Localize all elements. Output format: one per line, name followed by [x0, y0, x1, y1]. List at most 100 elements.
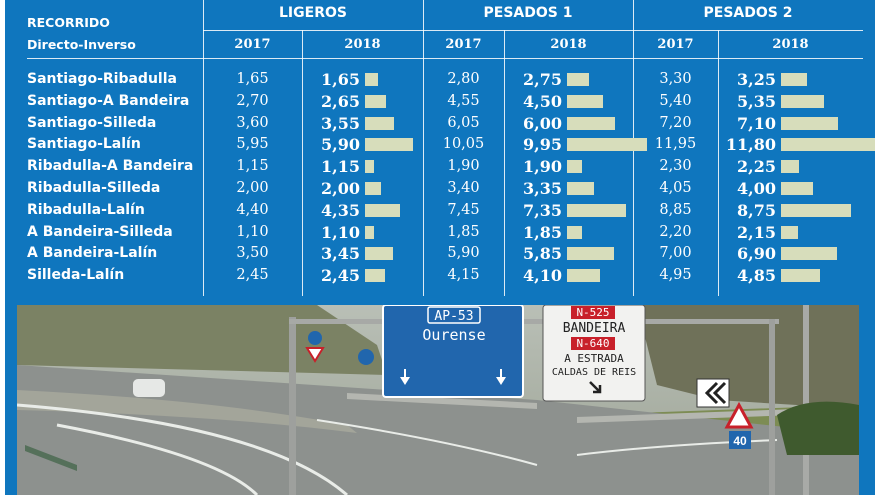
value-2018: 9,95: [523, 135, 562, 155]
value-bar-2018: [567, 116, 616, 130]
arrow-down-icon: [496, 369, 506, 385]
value-2017: 2,45: [236, 267, 269, 284]
white-direction-sign: N-525 BANDEIRA N-640 A ESTRADA CALDAS DE…: [542, 305, 646, 402]
value-2017: 5,90: [447, 245, 480, 262]
value-2018: 6,90: [737, 244, 776, 264]
value-2018: 2,00: [321, 179, 360, 198]
value-2017: 2,80: [447, 71, 480, 87]
lane-line: [17, 403, 348, 495]
light-pole: [803, 305, 809, 495]
route-label: Ribadulla-Silleda: [27, 180, 161, 196]
sign-ourense-label: Ourense: [422, 326, 485, 344]
year-header: 2017: [234, 37, 271, 52]
small-blue-sign: [358, 349, 374, 365]
value-bar-2018: [781, 247, 837, 261]
value-bar-2018: [781, 269, 820, 283]
value-bar-2018: [781, 73, 808, 86]
group-divider: [203, 0, 204, 296]
value-2017: 1,10: [236, 223, 269, 240]
sign-ap53-code: AP-53: [434, 309, 473, 324]
speed-sign: 40: [729, 431, 751, 449]
value-2017: 2,00: [236, 180, 269, 196]
route-label: Silleda-Lalín: [27, 267, 125, 284]
value-2018: 3,35: [523, 179, 562, 198]
value-bar-2018: [567, 203, 627, 217]
value-2017: 8,85: [659, 201, 692, 218]
shrubs: [777, 401, 859, 455]
value-2017: 3,30: [659, 71, 692, 87]
value-bar-2018: [567, 225, 582, 239]
value-bar-2018: [781, 182, 814, 195]
value-bar-2018: [567, 182, 594, 195]
value-2018: 2,45: [321, 266, 360, 286]
value-bar-2018: [365, 247, 393, 261]
value-bar-2018: [365, 116, 394, 130]
gantry-post: [769, 319, 775, 495]
value-bar-2018: [365, 269, 385, 283]
highway-photo: AP-53 Ourense N-525 BANDEIRA N-640 A EST…: [17, 305, 859, 495]
value-bar-2018: [365, 182, 382, 195]
car: [133, 379, 165, 397]
value-2017: 1,85: [447, 223, 480, 240]
value-2018: 5,85: [523, 244, 562, 264]
blue-direction-sign: AP-53 Ourense: [382, 305, 524, 398]
group-divider: [423, 0, 424, 296]
value-bar-2018: [781, 203, 852, 217]
value-2018: 4,35: [321, 200, 360, 220]
value-bar-2018: [567, 160, 583, 174]
value-2018: 3,25: [737, 70, 776, 89]
gantry-post: [289, 317, 296, 495]
value-2018: 2,25: [737, 157, 776, 177]
value-bar-2018: [781, 160, 800, 174]
arrow-diagonal-icon: [589, 381, 602, 394]
value-2018: 3,45: [321, 244, 360, 264]
value-bar-2018: [365, 225, 374, 239]
highway-photo-svg: AP-53 Ourense N-525 BANDEIRA N-640 A EST…: [17, 305, 859, 495]
value-2017: 4,55: [447, 92, 480, 109]
value-bar-2018: [567, 269, 600, 283]
group-header: LIGEROS: [279, 5, 347, 21]
value-2018: 8,75: [737, 200, 776, 220]
sign-n525-code: N-525: [576, 306, 609, 319]
value-2017: 2,30: [659, 158, 692, 175]
sign-caldas-label: CALDAS DE REIS: [552, 367, 636, 378]
chevron-left-icon: [704, 381, 727, 405]
value-2018: 11,80: [725, 135, 776, 155]
value-2017: 3,60: [236, 114, 269, 131]
value-bar-2018: [781, 138, 875, 152]
group-header: PESADOS 2: [703, 5, 793, 21]
value-2017: 1,15: [236, 158, 269, 175]
value-2018: 6,00: [523, 113, 562, 133]
value-bar-2018: [365, 160, 375, 174]
value-bar-2018: [567, 138, 648, 152]
value-2017: 10,05: [442, 136, 485, 153]
median: [17, 390, 357, 433]
value-2017: 4,05: [659, 180, 692, 196]
value-2017: 3,40: [447, 180, 480, 196]
route-label: A Bandeira-Silleda: [27, 223, 173, 240]
sign-bandeira-label: BANDEIRA: [563, 321, 626, 336]
value-bar-2018: [365, 138, 413, 152]
value-2017: 1,90: [447, 158, 480, 175]
group-header-rule: [423, 30, 633, 31]
value-2017: 4,95: [659, 267, 692, 284]
year-header: 2018: [344, 37, 381, 52]
value-2017: 6,05: [447, 114, 480, 131]
value-2017: 4,15: [447, 267, 480, 284]
year-header: 2018: [772, 37, 809, 52]
sign-a-estrada-label: A ESTRADA: [564, 352, 624, 365]
value-2018: 5,90: [321, 135, 360, 155]
value-2017: 2,20: [659, 223, 692, 240]
value-2017: 7,00: [659, 245, 692, 262]
value-2018: 2,65: [321, 91, 360, 111]
value-2018: 1,65: [321, 70, 360, 89]
value-2018: 2,15: [737, 222, 776, 242]
value-2018: 1,15: [321, 157, 360, 177]
header-bottom-rule: [27, 58, 863, 59]
speed-sign-label: 40: [733, 434, 747, 448]
group-header-rule: [633, 30, 863, 31]
value-2018: 7,10: [737, 113, 776, 133]
value-2018: 1,90: [523, 157, 562, 177]
value-2018: 4,50: [523, 91, 562, 111]
group-header-rule: [203, 30, 423, 31]
